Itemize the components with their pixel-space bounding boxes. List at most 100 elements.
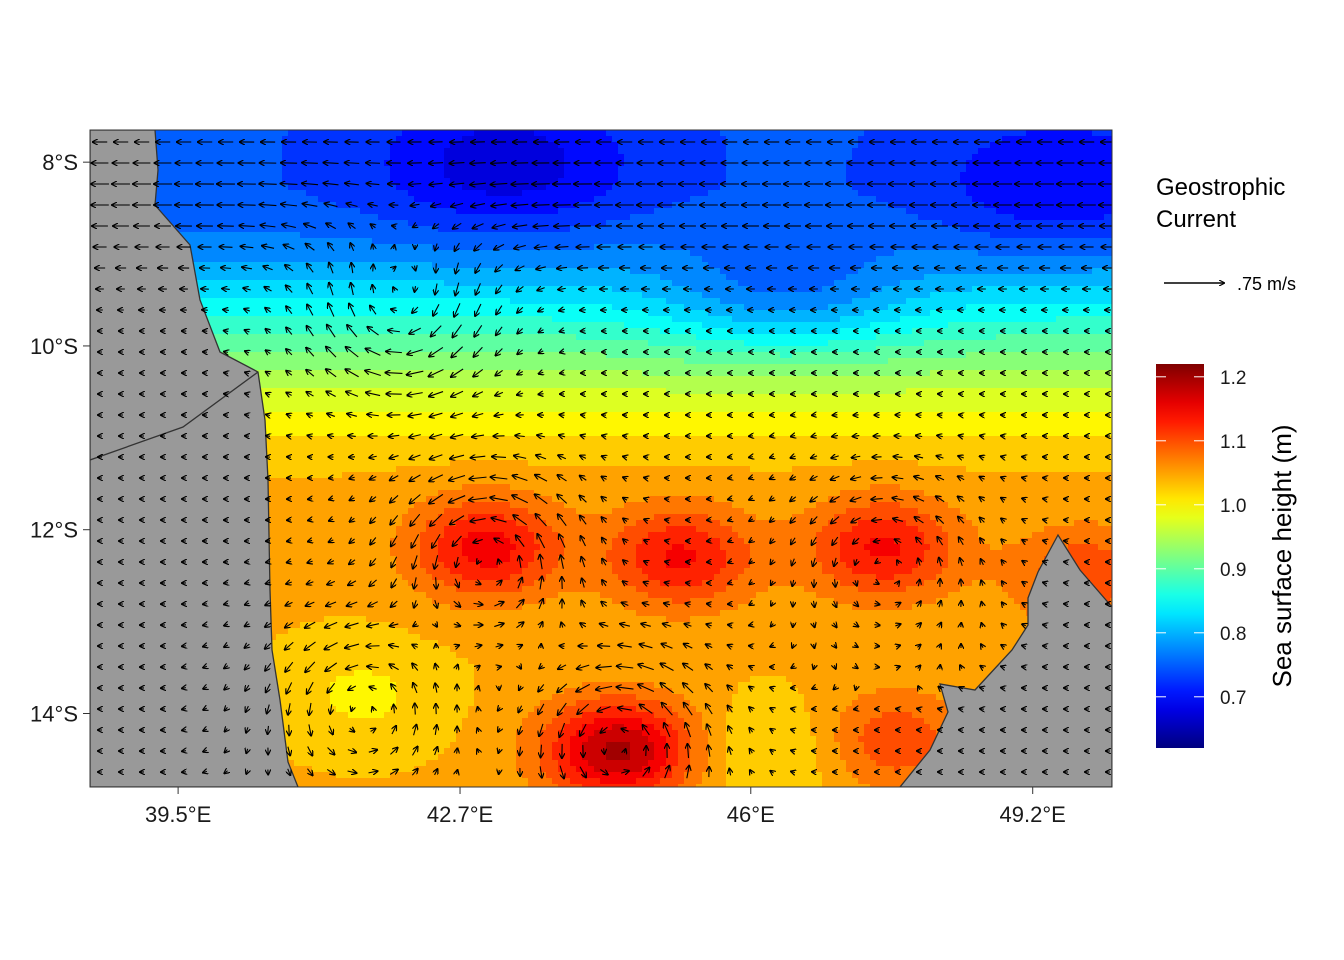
ssh-cell	[186, 232, 193, 239]
ssh-cell	[264, 166, 271, 173]
ssh-cell	[396, 154, 403, 161]
ssh-cell	[204, 298, 211, 305]
ssh-cell	[462, 256, 469, 263]
ssh-cell	[216, 256, 223, 263]
ssh-cell	[672, 136, 679, 143]
ssh-cell	[714, 292, 721, 299]
ssh-cell	[798, 142, 805, 149]
ssh-cell	[318, 298, 325, 305]
ssh-cell	[918, 274, 925, 281]
ssh-cell	[984, 298, 991, 305]
ssh-cell	[534, 220, 541, 227]
ssh-cell	[786, 184, 793, 191]
ssh-cell	[540, 184, 547, 191]
ssh-cell	[450, 178, 457, 185]
ssh-cell	[684, 238, 691, 245]
ssh-cell	[558, 256, 565, 263]
ssh-cell	[546, 274, 553, 281]
ssh-cell	[576, 190, 583, 197]
ssh-cell	[816, 274, 823, 281]
ssh-cell	[630, 238, 637, 245]
ssh-cell	[540, 286, 547, 293]
ssh-cell	[846, 190, 853, 197]
ssh-cell	[444, 244, 451, 251]
ssh-cell	[258, 148, 265, 155]
ssh-cell	[192, 226, 199, 233]
ssh-cell	[738, 244, 745, 251]
ssh-cell	[744, 148, 751, 155]
ssh-cell	[438, 214, 445, 221]
ssh-cell	[222, 274, 229, 281]
ssh-cell	[492, 130, 499, 137]
ssh-cell	[654, 298, 661, 305]
ssh-cell	[840, 214, 847, 221]
ssh-cell	[1026, 136, 1033, 143]
ssh-cell	[552, 286, 559, 293]
ssh-cell	[696, 286, 703, 293]
ssh-cell	[1110, 268, 1112, 275]
ssh-cell	[1098, 274, 1105, 281]
ssh-cell	[1056, 214, 1063, 221]
ssh-cell	[402, 256, 409, 263]
ssh-cell	[264, 130, 271, 137]
ssh-cell	[678, 148, 685, 155]
ssh-cell	[570, 166, 577, 173]
ssh-cell	[912, 238, 919, 245]
ssh-cell	[816, 262, 823, 269]
ssh-cell	[480, 130, 487, 137]
ssh-cell	[558, 232, 565, 239]
ssh-cell	[216, 298, 223, 305]
ssh-cell	[498, 130, 505, 137]
ssh-cell	[990, 256, 997, 263]
ssh-cell	[990, 130, 997, 137]
ssh-cell	[336, 286, 343, 293]
ssh-cell	[840, 280, 847, 287]
ssh-cell	[606, 154, 613, 161]
ssh-cell	[732, 154, 739, 161]
ssh-cell	[330, 238, 337, 245]
ssh-cell	[342, 250, 349, 257]
ssh-cell	[456, 220, 463, 227]
ssh-cell	[996, 232, 1003, 239]
ssh-cell	[636, 256, 643, 263]
ssh-cell	[870, 178, 877, 185]
ssh-cell	[360, 292, 367, 299]
ssh-cell	[582, 214, 589, 221]
ssh-cell	[258, 172, 265, 179]
ssh-cell	[348, 292, 355, 299]
ssh-cell	[936, 214, 943, 221]
ssh-cell	[1074, 154, 1081, 161]
ssh-cell	[210, 244, 217, 251]
ssh-cell	[798, 238, 805, 245]
ssh-cell	[516, 250, 523, 257]
ssh-cell	[258, 190, 265, 197]
ssh-cell	[576, 292, 583, 299]
ssh-cell	[648, 172, 655, 179]
ssh-cell	[282, 250, 289, 257]
ssh-cell	[516, 274, 523, 281]
ssh-cell	[360, 148, 367, 155]
ssh-cell	[744, 208, 751, 215]
ssh-cell	[318, 292, 325, 299]
ssh-cell	[672, 268, 679, 275]
ssh-cell	[180, 232, 187, 239]
ssh-cell	[264, 154, 271, 161]
ssh-cell	[570, 292, 577, 299]
ssh-cell	[162, 190, 169, 197]
ssh-cell	[918, 292, 925, 299]
ssh-cell	[750, 166, 757, 173]
ssh-cell	[804, 274, 811, 281]
ssh-cell	[966, 130, 973, 137]
ssh-cell	[378, 208, 385, 215]
ssh-cell	[588, 292, 595, 299]
ssh-cell	[654, 292, 661, 299]
ssh-cell	[1038, 214, 1045, 221]
ssh-cell	[648, 232, 655, 239]
ssh-cell	[378, 232, 385, 239]
ssh-cell	[1080, 238, 1087, 245]
ssh-cell	[252, 256, 259, 263]
ssh-cell	[720, 274, 727, 281]
ssh-cell	[168, 142, 175, 149]
ssh-cell	[360, 184, 367, 191]
ssh-cell	[522, 268, 529, 275]
